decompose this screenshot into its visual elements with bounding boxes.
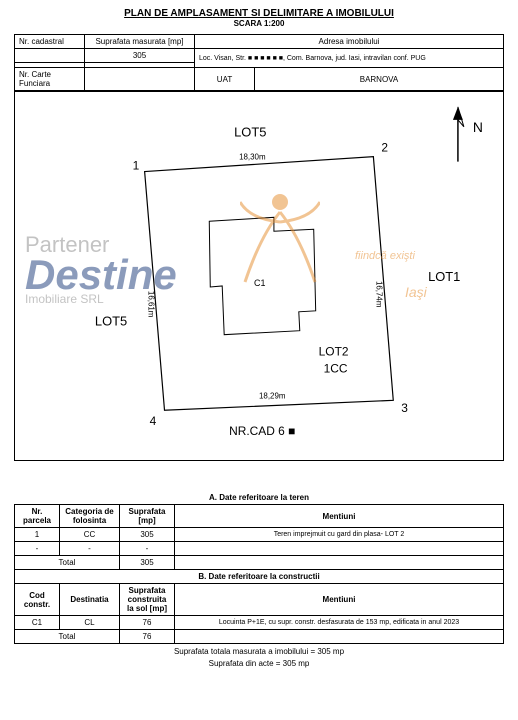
table-row: 1 CC 305 Teren imprejmuit cu gard din pl… <box>15 528 504 542</box>
val-uat: BARNOVA <box>255 68 504 91</box>
doc-title: PLAN DE AMPLASAMENT SI DELIMITARE A IMOB… <box>14 8 504 19</box>
val-supr: 305 <box>85 49 195 63</box>
table-row: C1 CL 76 Locuinta P+1E, cu supr. constr.… <box>15 616 504 630</box>
col-b-ment: Mentiuni <box>175 584 504 616</box>
wm-tag: fiindcă exişti <box>355 250 415 262</box>
corner-1: 1 <box>133 159 140 173</box>
table-row-total: Total 305 <box>15 556 504 570</box>
north-arrow-icon: N <box>453 107 483 162</box>
watermark-figure-icon <box>240 187 320 297</box>
val-cf <box>85 68 195 91</box>
header-table: Nr. cadastral Suprafata masurata [mp] Ad… <box>14 34 504 91</box>
dim-top: 18,30m <box>239 153 266 162</box>
col-a-nr: Nr. parcela <box>15 505 60 528</box>
summary-line1: Suprafata totala masurata a imobilului =… <box>14 647 504 656</box>
val-adresa: Loc. Visan, Str. ■ ■ ■ ■ ■ ■, Com. Barno… <box>195 49 504 68</box>
lbl-nrcad: NR.CAD 6 ■ <box>229 424 295 438</box>
lbl-1cc: 1CC <box>324 361 348 375</box>
wm-iasi: Iaşi <box>405 284 427 300</box>
lbl-lot5-left: LOT5 <box>95 314 127 329</box>
col-a-supr: Suprafata [mp] <box>120 505 175 528</box>
doc-scale: SCARA 1:200 <box>14 19 504 28</box>
lbl-uat: UAT <box>195 68 255 91</box>
corner-3: 3 <box>401 401 408 415</box>
watermark: Partener Destine Imobiliare SRL fiindcă … <box>25 232 177 306</box>
col-a-ment: Mentiuni <box>175 505 504 528</box>
plan-area: 1 2 3 4 18,30m 16,74m 16,61m 18,29m LOT5… <box>14 91 504 461</box>
col-b-cod: Cod constr. <box>15 584 60 616</box>
val-nr-cad <box>15 49 85 63</box>
dim-right: 16,74m <box>374 281 383 308</box>
section-b-title: B. Date referitoare la constructii <box>14 570 504 584</box>
lbl-lot1: LOT1 <box>428 269 460 284</box>
lbl-supr: Suprafata masurata [mp] <box>85 35 195 49</box>
corner-4: 4 <box>150 414 157 428</box>
col-a-cat: Categoria de folosinta <box>60 505 120 528</box>
summary-line2: Suprafata din acte = 305 mp <box>14 659 504 668</box>
lbl-adresa: Adresa imobilului <box>195 35 504 49</box>
wm-destine: Destine <box>25 258 177 292</box>
lbl-cf: Nr. Carte Funciara <box>15 68 85 91</box>
table-a: Nr. parcela Categoria de folosinta Supra… <box>14 504 504 570</box>
table-b: Cod constr. Destinatia Suprafata constru… <box>14 583 504 644</box>
lbl-nr-cad: Nr. cadastral <box>15 35 85 49</box>
dim-bottom: 18,29m <box>259 391 286 400</box>
col-b-supr: Suprafata construita la sol [mp] <box>120 584 175 616</box>
lbl-north: N <box>473 119 483 135</box>
lbl-lot5-top: LOT5 <box>234 125 266 140</box>
lbl-lot2: LOT2 <box>319 345 349 359</box>
table-row: - - - <box>15 542 504 556</box>
col-b-dest: Destinatia <box>60 584 120 616</box>
section-a-title: A. Date referitoare la teren <box>14 491 504 504</box>
table-row-total: Total 76 <box>15 630 504 644</box>
corner-2: 2 <box>381 141 388 155</box>
